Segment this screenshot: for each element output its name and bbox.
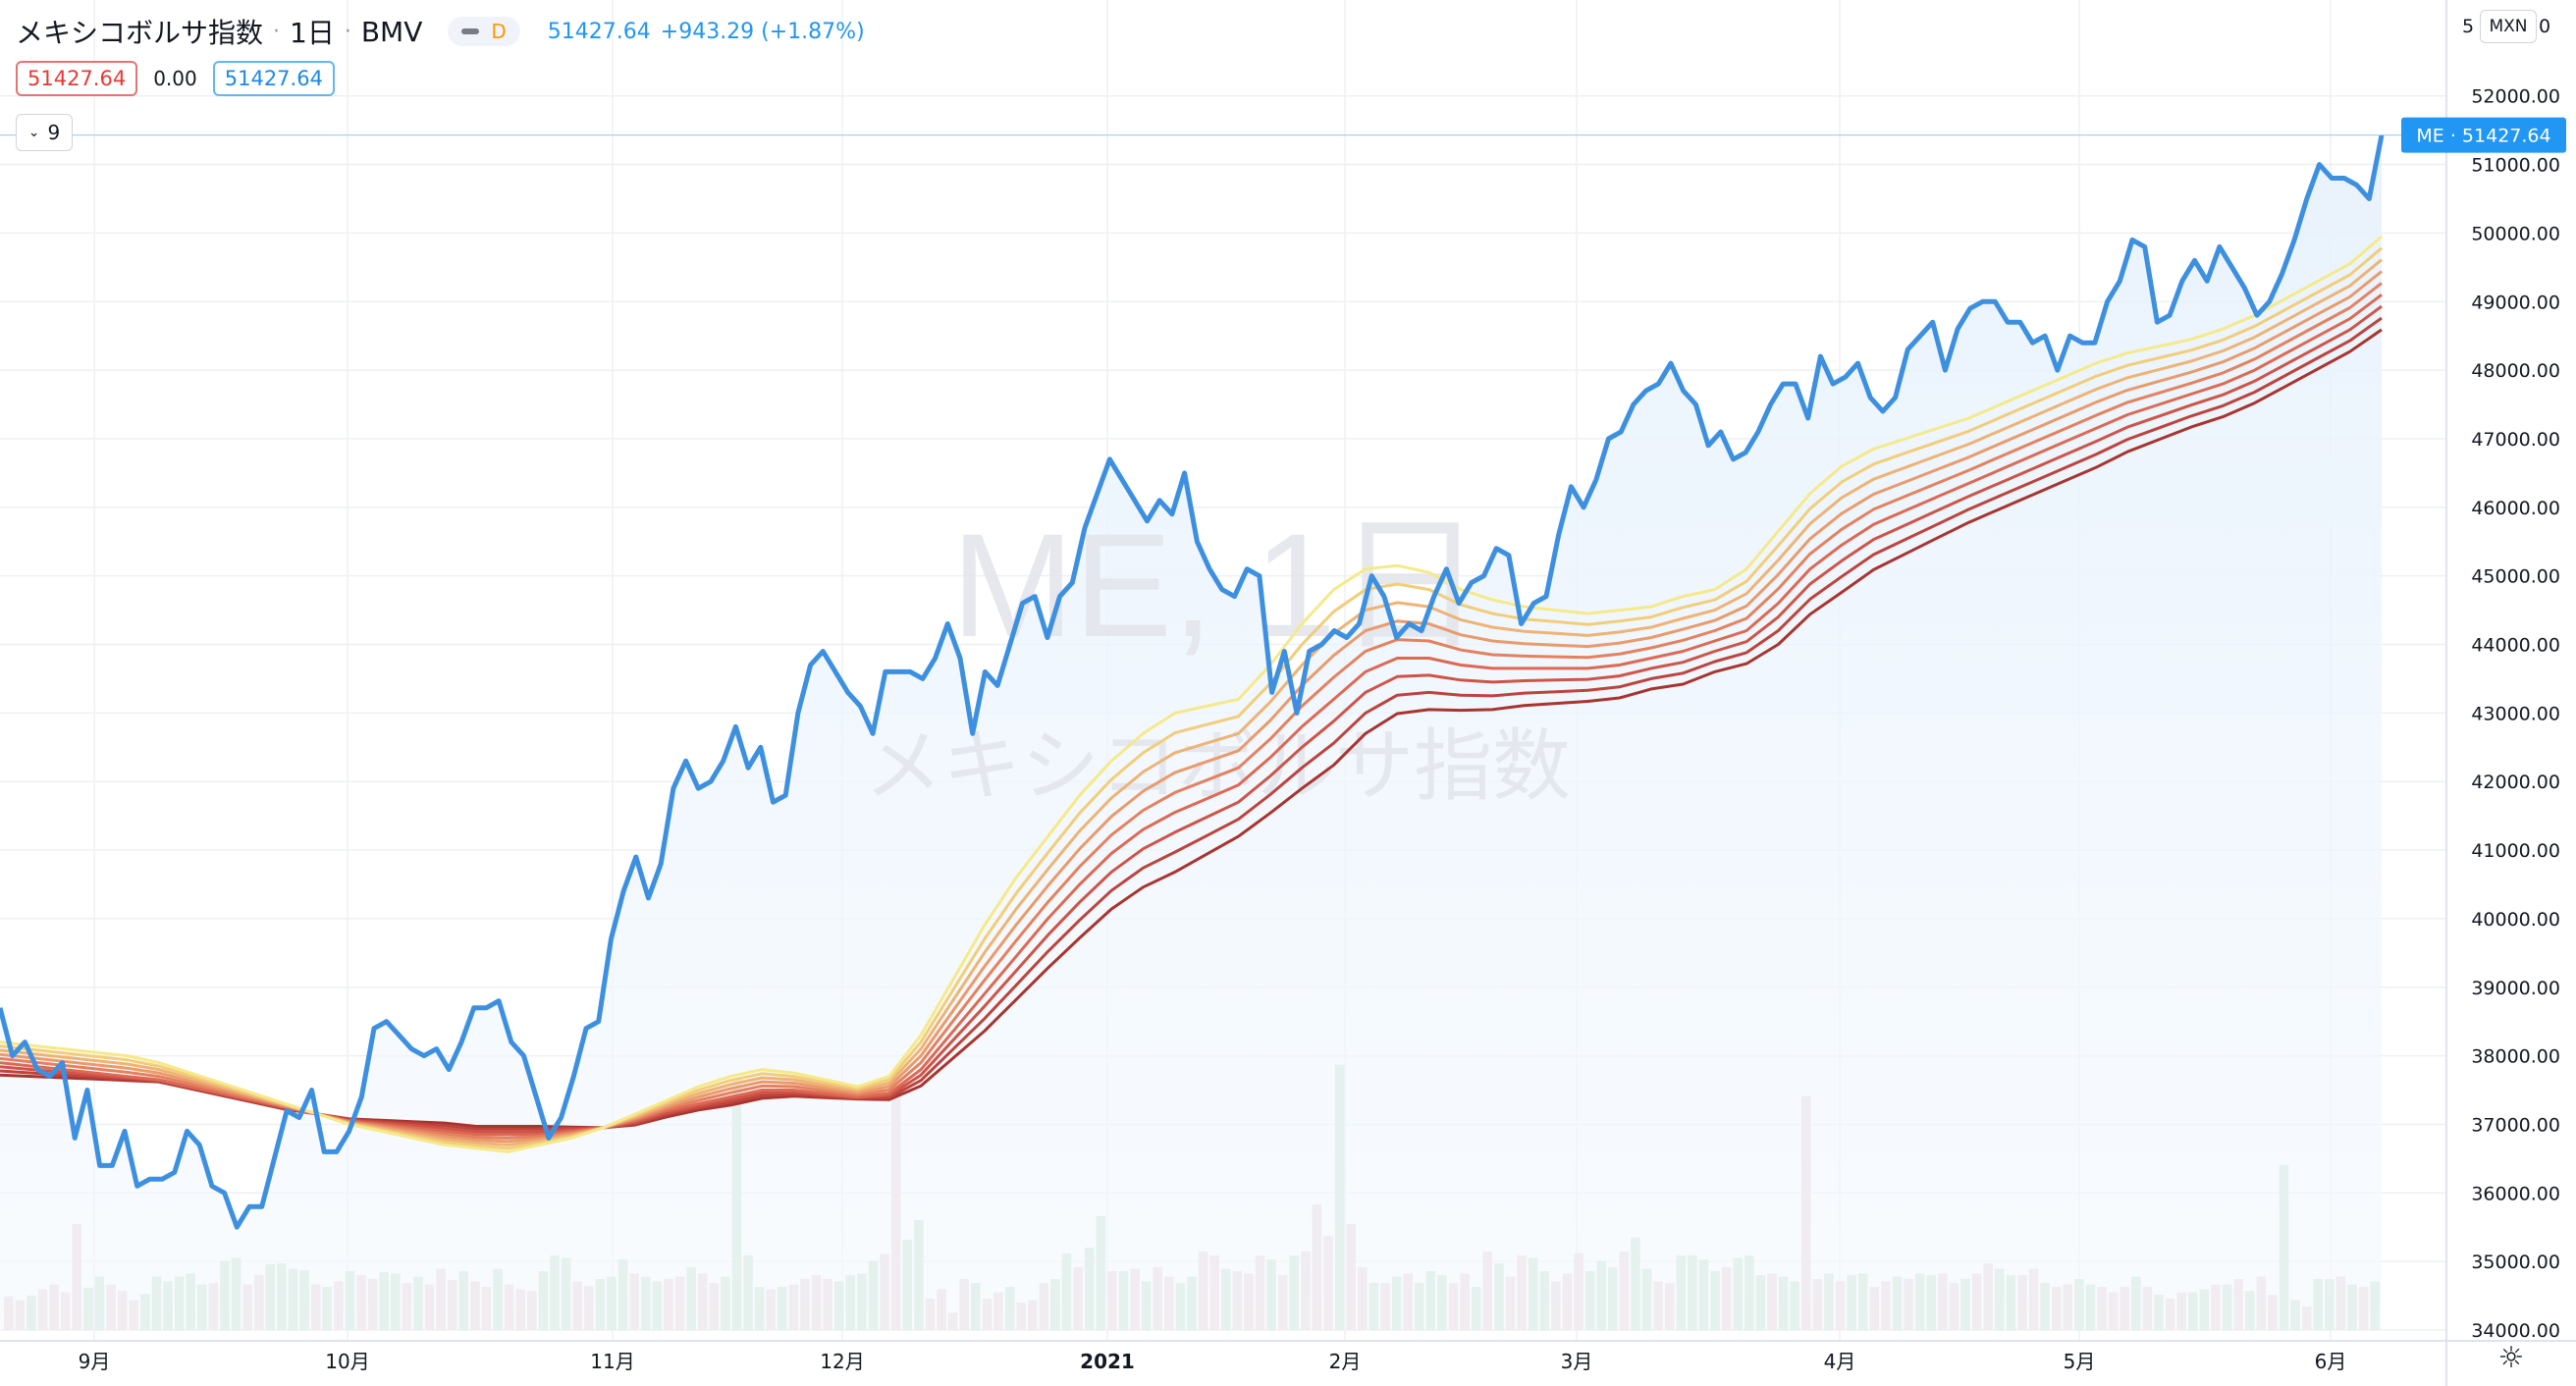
x-tick-label: 4月 (1824, 1350, 1856, 1373)
legend-header: メキシコボルサ指数 · 1日 · BMV D 51427.64 +943.29 … (16, 12, 865, 51)
y-tick-label: 45000.00 (2471, 566, 2560, 588)
last-price: 51427.64 (547, 19, 651, 44)
chevron-down-icon: ⌄ (27, 125, 40, 140)
y-tick-label: 41000.00 (2471, 840, 2560, 862)
data-mode-letter: D (491, 20, 507, 43)
x-tick-label: 11月 (590, 1350, 634, 1373)
y-tick-label: 35000.00 (2471, 1252, 2560, 1273)
y-tick-label: 47000.00 (2471, 429, 2560, 451)
y-tick-label: 39000.00 (2471, 978, 2560, 999)
ma-line (0, 282, 2383, 1140)
indicator-count: 9 (47, 121, 61, 144)
x-tick-label: 3月 (1561, 1350, 1593, 1373)
separator-dot: · (344, 19, 351, 44)
price-axis-top-label: 5 (2462, 16, 2474, 37)
y-tick-label: 37000.00 (2471, 1114, 2560, 1136)
symbol-title[interactable]: メキシコボルサ指数 (16, 17, 264, 49)
ma-ribbon (0, 235, 2383, 1153)
y-tick-label: 52000.00 (2471, 86, 2560, 108)
separator-dot: · (273, 19, 281, 44)
x-tick-label: 2021 (1080, 1350, 1135, 1373)
price-change: +943.29 (+1.87%) (660, 19, 865, 44)
x-tick-label: 10月 (325, 1350, 369, 1373)
currency-button[interactable]: MXN (2480, 10, 2537, 43)
x-tick-label: 5月 (2064, 1350, 2096, 1373)
price-axis: 34000.00 35000.00 36000.00 37000.00 38000.00… (2471, 86, 2560, 1342)
ma-line (0, 304, 2383, 1134)
y-tick-label: 40000.00 (2471, 909, 2560, 931)
y-tick-label: 48000.00 (2471, 360, 2560, 382)
exchange-label: BMV (360, 15, 423, 48)
ma-line (0, 235, 2383, 1153)
y-tick-label: 49000.00 (2471, 292, 2560, 313)
ma-line (0, 246, 2383, 1150)
x-tick-label: 12月 (820, 1350, 864, 1373)
y-tick-label: 46000.00 (2471, 498, 2560, 519)
gear-icon[interactable]: ☼ (2497, 1340, 2525, 1375)
watermark-name: メキシコボルサ指数 (864, 720, 1571, 812)
price-line (0, 134, 2385, 1230)
x-tick-label: 9月 (79, 1350, 111, 1373)
ma-line (0, 316, 2383, 1131)
y-tick-label: 51000.00 (2471, 155, 2560, 177)
indicator-values: 51427.64 0.00 51427.64 (16, 61, 335, 96)
time-axis: 9月 10月 11月 12月 2021 2月 3月 4月 5月 6月 (79, 1350, 2347, 1373)
ma-line (0, 328, 2383, 1130)
dash-icon (461, 28, 480, 34)
y-tick-label: 36000.00 (2471, 1183, 2560, 1204)
y-tick-label: 43000.00 (2471, 703, 2560, 724)
y-tick-label: 44000.00 (2471, 635, 2560, 657)
interval-label[interactable]: 1日 (290, 17, 335, 49)
data-mode-toggle[interactable]: D (448, 17, 520, 46)
indicator-value-red: 51427.64 (16, 61, 138, 96)
ma-line (0, 270, 2383, 1144)
indicator-value-blue: 51427.64 (212, 61, 335, 96)
indicator-value-zero: 0.00 (153, 67, 197, 90)
current-price-text: ME · 51427.64 (2416, 126, 2550, 147)
price-axis-top-label-tail: 0 (2539, 16, 2550, 37)
current-price-label: ME · 51427.64 (2401, 117, 2566, 153)
y-tick-label: 38000.00 (2471, 1046, 2560, 1068)
x-tick-label: 6月 (2315, 1350, 2347, 1373)
watermark: ME, 1日 メキシコボルサ指数 (864, 503, 1571, 812)
indicators-collapse-button[interactable]: ⌄ 9 (16, 114, 73, 151)
ma-line (0, 293, 2383, 1137)
ma-line (0, 258, 2383, 1146)
price-area-fill (0, 134, 2382, 1331)
y-tick-label: 42000.00 (2471, 772, 2560, 793)
x-tick-label: 2月 (1329, 1350, 1362, 1373)
y-tick-label: 50000.00 (2471, 223, 2560, 244)
y-tick-label: 34000.00 (2471, 1320, 2560, 1342)
